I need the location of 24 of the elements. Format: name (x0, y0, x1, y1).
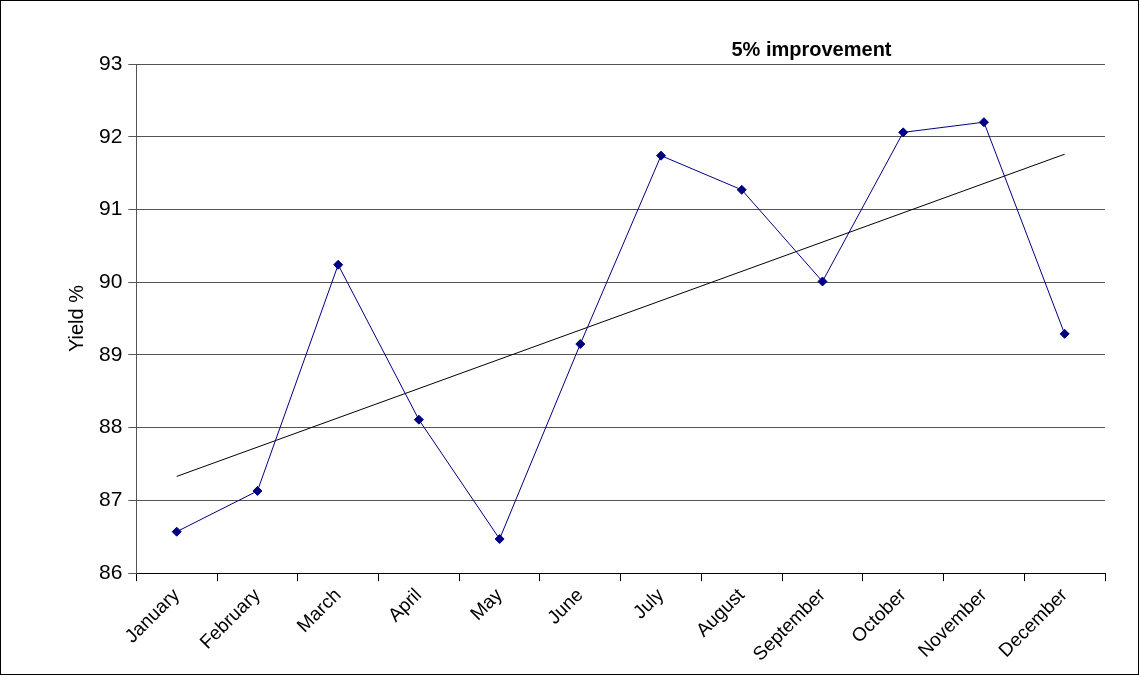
point (817, 276, 828, 287)
point (736, 184, 747, 195)
point (898, 127, 909, 138)
x-tick-label: May (465, 583, 507, 625)
y-tick-label: 86 (99, 559, 123, 583)
point (494, 533, 505, 544)
point (575, 339, 586, 350)
point (171, 526, 182, 537)
y-tick-label: 91 (99, 196, 123, 220)
point (978, 117, 989, 128)
y-axis-title: Yield % (64, 284, 87, 353)
point (413, 414, 424, 425)
y-tick-label: 92 (99, 123, 123, 147)
y-tick-label: 89 (99, 341, 123, 365)
point (656, 150, 667, 161)
point (1059, 328, 1070, 339)
y-tick-label: 88 (99, 414, 123, 438)
y-tick-label: 93 (99, 50, 123, 74)
point (252, 485, 263, 496)
x-tick-label: July (628, 583, 668, 623)
chart-title: 5% improvement (731, 37, 892, 60)
y-tick-label: 90 (99, 269, 123, 293)
point (333, 259, 344, 270)
y-tick-label: 87 (99, 487, 123, 511)
